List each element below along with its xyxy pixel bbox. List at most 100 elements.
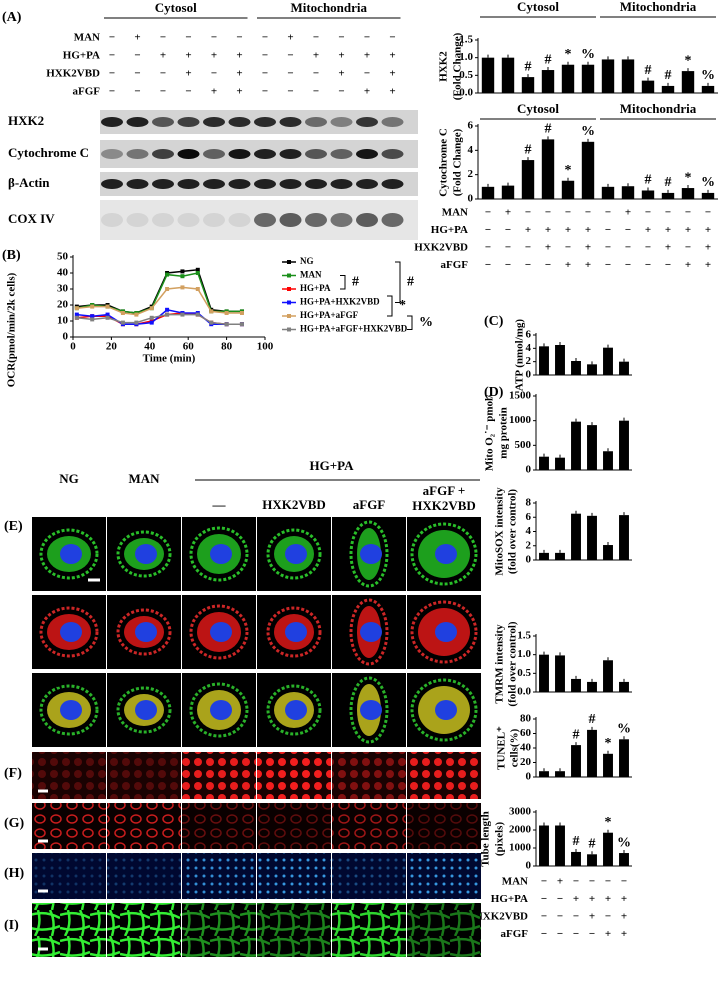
legend-label: HG+PA+aFGF+HXK2VBD	[300, 324, 408, 334]
bar	[641, 80, 655, 93]
significance-mark: #	[545, 122, 552, 137]
point	[165, 272, 170, 277]
bar	[571, 745, 581, 777]
significance-mark: #	[645, 63, 652, 78]
treatment-sign: −	[645, 207, 651, 219]
y-tick-label: 0.5	[459, 69, 473, 81]
blot-band	[152, 149, 174, 159]
cell-body	[410, 600, 478, 664]
blot-band	[381, 213, 404, 227]
bar	[555, 771, 565, 777]
significance-mark: %	[419, 315, 433, 330]
point	[105, 304, 110, 309]
micrograph-signal	[107, 803, 181, 849]
bar	[521, 77, 535, 93]
nucleus	[135, 544, 157, 564]
bar	[603, 753, 613, 777]
treatment-sign: −	[505, 242, 511, 254]
treatment-label: HXK2VBD	[46, 68, 100, 80]
treatment-sign: +	[573, 893, 579, 905]
band-label: HXK2	[8, 113, 44, 128]
blot-band	[228, 213, 251, 227]
blot-band	[228, 149, 251, 159]
blot-band	[254, 117, 276, 127]
bar	[571, 421, 581, 470]
point	[195, 287, 200, 291]
bar	[621, 59, 635, 93]
treatment-sign: −	[589, 928, 595, 940]
bar	[619, 853, 629, 866]
point	[239, 322, 244, 327]
bar	[681, 71, 695, 93]
blot-band	[126, 117, 149, 127]
treatment-sign: +	[364, 86, 370, 98]
bar	[701, 192, 715, 199]
legend-marker	[287, 287, 291, 291]
blot-band	[254, 149, 276, 159]
cell-body	[39, 528, 99, 580]
y-axis-label: (Fold Change)	[452, 32, 464, 100]
y-tick-label: 20	[57, 299, 69, 311]
y-axis-label: Tube length	[480, 811, 492, 867]
treatment-sign: +	[645, 224, 651, 236]
treatment-label: aFGF	[501, 928, 529, 940]
treatment-sign: +	[185, 50, 191, 62]
point	[149, 306, 154, 311]
treatment-sign: −	[287, 50, 293, 62]
point	[165, 287, 170, 291]
bar	[619, 420, 629, 470]
group-label: Mitochondria	[620, 101, 697, 116]
treatment-sign: +	[621, 928, 627, 940]
y-tick-label: 1000	[509, 414, 532, 426]
y-tick-label: 8	[526, 497, 532, 509]
y-tick-label: 10	[57, 315, 69, 327]
panel-label: (I)	[4, 918, 19, 933]
micrograph-signal	[257, 853, 331, 899]
bar	[541, 139, 555, 199]
nucleus	[285, 700, 307, 720]
bar	[555, 825, 565, 866]
point	[195, 312, 200, 317]
bar	[555, 457, 565, 470]
y-tick-label: 20	[520, 756, 532, 768]
bar	[561, 180, 575, 199]
bar	[587, 515, 597, 560]
point	[149, 315, 154, 320]
treatment-sign: −	[313, 32, 319, 44]
cell-body	[410, 678, 478, 742]
blot-band	[279, 149, 302, 159]
treatment-sign: −	[573, 928, 579, 940]
point	[209, 309, 214, 314]
y-tick-label: 80	[520, 713, 532, 725]
treatment-sign: +	[364, 50, 370, 62]
bracket	[387, 295, 393, 317]
treatment-sign: −	[485, 224, 491, 236]
cell-body	[266, 528, 322, 580]
y-tick-label: 30	[57, 283, 69, 295]
cell-body	[349, 520, 389, 588]
blot-band	[356, 213, 378, 227]
point	[209, 320, 214, 325]
treatment-sign: −	[585, 207, 591, 219]
micrograph-signal	[332, 752, 406, 799]
nucleus	[210, 700, 232, 720]
bracket	[340, 275, 346, 290]
bar	[539, 771, 549, 777]
treatment-sign: −	[485, 259, 491, 271]
point	[134, 320, 139, 325]
cell-body	[189, 604, 249, 660]
treatment-sign: +	[134, 32, 140, 44]
treatment-sign: +	[389, 50, 395, 62]
micrograph-signal	[407, 803, 481, 849]
y-tick-label: 2	[526, 355, 532, 367]
column-label: aFGF +	[423, 483, 466, 498]
nucleus	[210, 622, 232, 642]
y-tick-label: 2	[468, 168, 474, 180]
legend-label: HG+PA+HXK2VBD	[300, 297, 380, 307]
nucleus	[135, 700, 157, 720]
nucleus	[210, 544, 232, 564]
significance-mark: %	[701, 68, 715, 83]
y-axis-label: (Fold Change)	[452, 128, 464, 196]
bar	[539, 654, 549, 692]
treatment-sign: −	[557, 911, 563, 923]
